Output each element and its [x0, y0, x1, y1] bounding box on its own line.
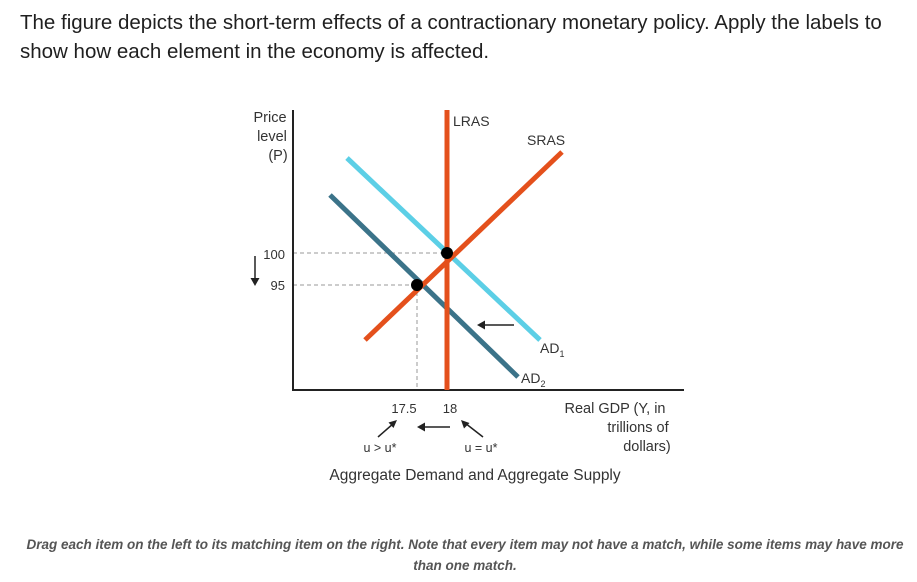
drag-instructions: Drag each item on the left to its matchi…: [26, 537, 904, 573]
ad2-label: AD2: [521, 370, 545, 389]
output-tick-17-5: 17.5: [391, 401, 416, 416]
x-axis-label-line-3: dollars): [623, 439, 671, 455]
y-axis-label-line-3: (P): [268, 148, 287, 164]
y-axis-label-line-1: Price: [253, 110, 286, 126]
y-axis-label-line-2: level: [257, 129, 287, 145]
sras-label: SRAS: [527, 132, 565, 148]
unemployment-above-natural-label: u > u*: [363, 441, 396, 455]
sras-curve: [363, 150, 564, 342]
equilibrium-point-new: [411, 279, 423, 291]
price-tick-95: 95: [271, 278, 285, 293]
x-axis-label-line-1: Real GDP (Y, in: [564, 401, 665, 417]
price-decrease-arrowhead: [250, 278, 260, 286]
ad-shift-arrowhead: [477, 320, 485, 330]
x-axis-label-line-2: trillions of: [607, 420, 669, 436]
figure-caption: Aggregate Demand and Aggregate Supply: [329, 467, 621, 484]
price-tick-100: 100: [263, 247, 285, 262]
arrow-to-18: [464, 422, 484, 438]
ad1-label: AD1: [540, 340, 564, 359]
unemployment-natural-label: u = u*: [464, 441, 497, 455]
equilibrium-point-initial: [441, 247, 453, 259]
arrow-to-18-head: [461, 420, 470, 429]
question-text: The figure depicts the short-term effect…: [20, 11, 882, 63]
arrow-18-to-17-5-head: [417, 422, 425, 432]
lras-label: LRAS: [453, 113, 490, 129]
output-tick-18: 18: [443, 401, 457, 416]
arrow-to-17-5-head: [388, 420, 397, 428]
